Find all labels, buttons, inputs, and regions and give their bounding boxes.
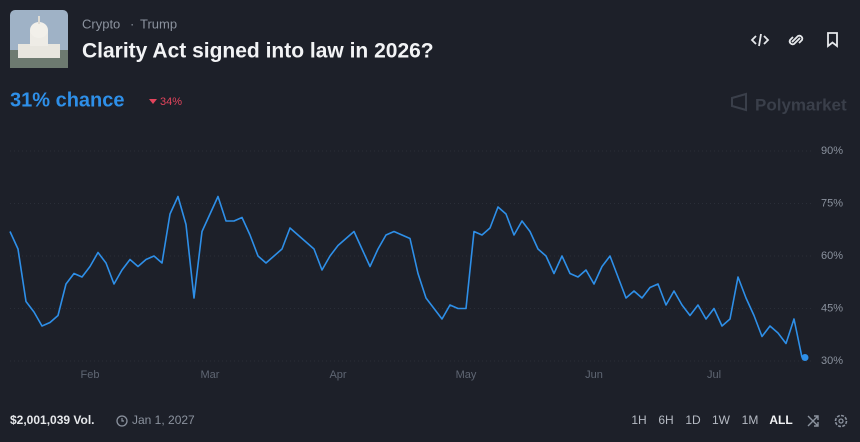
embed-icon[interactable]: [750, 33, 770, 47]
end-date: Jan 1, 2027: [132, 413, 195, 427]
range-button[interactable]: 1M: [742, 413, 759, 427]
tag[interactable]: Crypto: [82, 16, 120, 31]
bookmark-icon[interactable]: [827, 32, 838, 48]
range-button[interactable]: 1W: [712, 413, 731, 427]
chart: 30% 45% 60% 75% 90% Feb Mar Apr May Jun Jul: [9, 145, 843, 381]
x-tick-label: Jul: [707, 369, 721, 381]
current-point: [801, 354, 809, 361]
chance: 31% chance: [10, 89, 125, 111]
clock-icon: [116, 415, 128, 427]
range-button[interactable]: 6H: [658, 413, 673, 427]
y-tick-label: 60%: [821, 250, 843, 262]
range-button[interactable]: 1H: [631, 413, 646, 427]
market-image: [10, 10, 68, 68]
range-button[interactable]: ALL: [769, 413, 792, 427]
volume: $2,001,039 Vol.: [10, 413, 95, 427]
brand: Polymarket: [731, 92, 847, 114]
change: 34%: [160, 96, 182, 108]
x-tick-label: Apr: [329, 369, 346, 381]
y-tick-label: 30%: [821, 355, 843, 367]
link-icon[interactable]: [788, 34, 804, 46]
y-tick-label: 45%: [821, 302, 843, 314]
x-tick-label: Feb: [81, 369, 100, 381]
x-tick-label: May: [456, 369, 477, 381]
y-tick-label: 90%: [821, 145, 843, 157]
compare-icon[interactable]: [807, 415, 819, 427]
range-button[interactable]: 1D: [685, 413, 701, 427]
brand-name: Polymarket: [755, 95, 847, 114]
x-tick-label: Mar: [201, 369, 220, 381]
toolbar: [750, 32, 838, 48]
market-title: Clarity Act signed into law in 2026?: [82, 40, 434, 63]
y-tick-label: 75%: [821, 197, 843, 209]
price-line: [9, 195, 803, 358]
x-tick-label: Jun: [585, 369, 603, 381]
separator: ·: [130, 16, 134, 31]
clock-hands: [121, 418, 124, 422]
settings-icon[interactable]: [834, 414, 848, 428]
down-arrow: [149, 99, 157, 104]
tag[interactable]: Trump: [140, 16, 177, 31]
range-selector: 1H 6H 1D 1W 1M ALL: [631, 413, 792, 427]
